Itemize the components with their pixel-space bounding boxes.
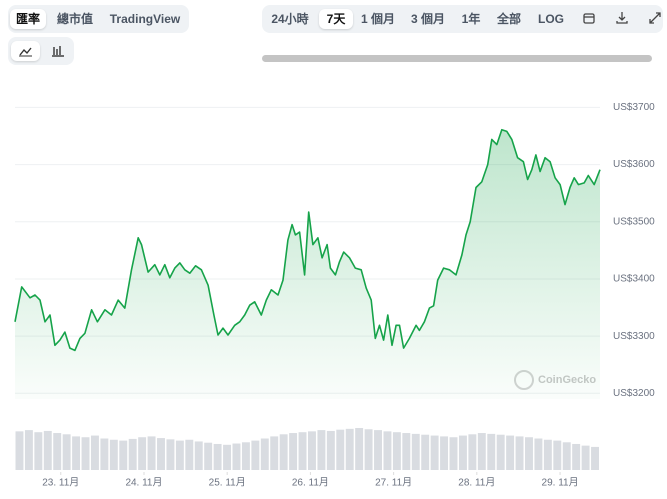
volume-bar: [15, 431, 24, 470]
volume-bar: [355, 428, 364, 470]
volume-bar: [392, 432, 401, 470]
volume-bar: [543, 439, 552, 470]
volume-bar: [34, 432, 43, 470]
volume-bar: [119, 440, 128, 470]
volume-bar: [157, 438, 165, 470]
volume-bar: [223, 444, 232, 470]
volume-bar: [336, 429, 345, 470]
volume-bar: [430, 435, 439, 470]
x-tick-label: 27. 11月: [375, 477, 412, 489]
volume-bar: [175, 440, 184, 470]
volume-bar: [270, 436, 279, 470]
tab[interactable]: 總市值: [56, 12, 93, 26]
x-tick-label: 25. 11月: [209, 477, 246, 489]
volume-bar: [411, 433, 420, 470]
line-icon: [19, 47, 32, 57]
watermark: CoinGecko: [538, 374, 596, 386]
volume-bar: [317, 430, 326, 470]
price-line: [14, 128, 601, 352]
tab[interactable]: TradingView: [109, 12, 181, 26]
volume-bar: [43, 430, 52, 470]
y-tick-label: US$3500: [613, 216, 655, 227]
tab[interactable]: 1 個月: [360, 12, 395, 26]
y-tick-label: US$3200: [613, 388, 655, 399]
x-tick-label: 23. 11月: [42, 477, 79, 489]
tab[interactable]: 1年: [461, 12, 481, 26]
tab[interactable]: 24小時: [271, 12, 309, 26]
watermark-logo: [514, 370, 534, 390]
volume-bar: [213, 443, 222, 470]
volume-bar: [72, 436, 81, 470]
volume-bar: [374, 430, 382, 470]
volume-bar: [53, 433, 62, 470]
volume-bar: [109, 439, 118, 470]
volume-bar: [62, 434, 71, 470]
volume-bar: [185, 439, 194, 470]
volume-bar: [90, 435, 99, 470]
volume-bar: [241, 442, 250, 470]
volume-bar: [128, 438, 137, 470]
volume-bar: [279, 434, 288, 470]
tab[interactable]: 匯率: [10, 9, 46, 29]
volume-bar: [449, 437, 458, 470]
scrollbar[interactable]: [262, 55, 652, 62]
candle-icon: [52, 46, 64, 57]
volume-bar: [525, 437, 533, 470]
volume-bar: [298, 432, 307, 470]
volume-bar: [138, 437, 147, 470]
tab[interactable]: LOG: [538, 12, 564, 26]
volume-bar: [260, 438, 269, 470]
volume-bar: [166, 439, 175, 470]
volume-bar: [100, 438, 109, 470]
volume-bar: [308, 431, 316, 470]
volume-bar: [194, 441, 203, 470]
chart-style-group: [8, 37, 74, 65]
volume-bar: [24, 430, 33, 470]
line-style-button[interactable]: [11, 41, 40, 61]
volume-bar: [458, 435, 467, 470]
tab[interactable]: 全部: [496, 12, 521, 26]
volume-bar: [326, 430, 335, 470]
x-tick-label: 29. 11月: [542, 477, 579, 489]
volume-bar: [534, 438, 543, 470]
x-tick-label: 26. 11月: [292, 477, 329, 489]
volume-bar: [496, 434, 505, 470]
volume-bar: [487, 433, 496, 470]
y-tick-label: US$3400: [613, 274, 655, 285]
tab[interactable]: 7天: [319, 9, 353, 29]
volume-bar: [289, 433, 298, 470]
volume-bar: [572, 443, 581, 470]
volume-bar: [581, 445, 590, 470]
x-tick-label: 28. 11月: [458, 477, 495, 489]
volume-bar: [251, 440, 260, 470]
volume-bar: [562, 442, 571, 470]
volume-bar: [383, 431, 392, 470]
volume-bar: [440, 436, 449, 470]
y-tick-label: US$3300: [613, 331, 655, 342]
volume-bar: [345, 428, 354, 470]
volume-bar: [81, 437, 90, 470]
volume-bar: [515, 436, 524, 470]
volume-bar: [506, 435, 515, 470]
y-tick-label: US$3700: [613, 102, 655, 113]
volume-bar: [364, 429, 373, 470]
tab[interactable]: 3 個月: [410, 12, 445, 26]
x-tick-label: 24. 11月: [125, 477, 162, 489]
volume-bar: [553, 440, 562, 470]
volume-bar: [421, 434, 430, 470]
y-tick-label: US$3600: [613, 159, 655, 170]
volume-bar: [591, 446, 599, 470]
volume-bar: [204, 442, 213, 470]
volume-bar: [232, 443, 241, 470]
area: [15, 129, 600, 399]
volume-bar: [468, 434, 477, 470]
volume-bar: [477, 433, 486, 470]
volume-bar: [147, 436, 156, 470]
volume-bar: [402, 433, 411, 470]
candle-style-button[interactable]: [43, 41, 72, 61]
